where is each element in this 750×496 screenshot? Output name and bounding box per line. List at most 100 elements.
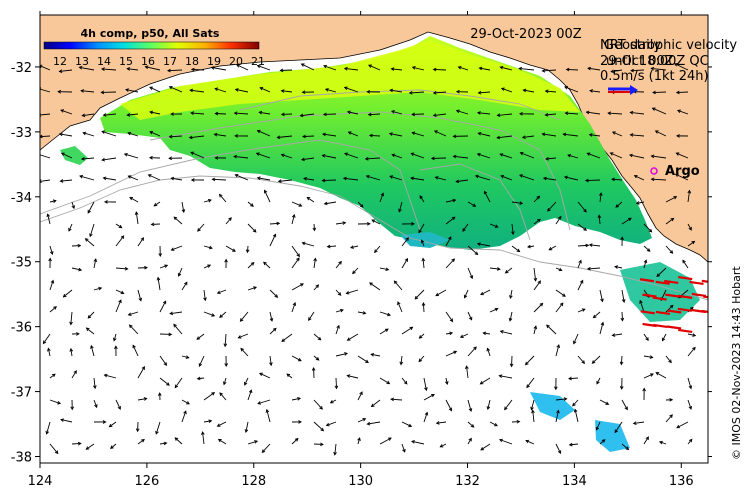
velocity-arrow-head	[627, 217, 632, 222]
velocity-arrow-head	[639, 299, 643, 304]
velocity-arrow-head	[186, 401, 190, 405]
velocity-arrow-head	[296, 257, 300, 262]
velocity-arrow-head	[286, 373, 291, 378]
velocity-arrow	[467, 311, 473, 321]
velocity-arrow	[167, 69, 183, 72]
velocity-arrow	[137, 289, 142, 301]
velocity-arrow-head	[432, 90, 437, 95]
velocity-arrow-head	[476, 242, 481, 246]
velocity-arrow	[132, 345, 139, 357]
velocity-arrow	[313, 223, 315, 231]
velocity-arrow-head	[411, 66, 416, 70]
velocity-arrow-head	[343, 86, 348, 90]
velocity-arrow	[589, 244, 601, 247]
velocity-arrow-head	[414, 295, 419, 300]
velocity-arrow	[87, 311, 95, 319]
velocity-arrow	[269, 311, 273, 322]
velocity-arrow-head	[218, 193, 223, 198]
velocity-arrow-head	[40, 134, 43, 139]
velocity-arrow-head	[624, 406, 628, 411]
velocity-arrow-head	[389, 175, 394, 179]
velocity-arrow-head	[645, 436, 649, 441]
velocity-arrow-head	[118, 299, 122, 304]
velocity-arrow	[85, 238, 95, 247]
velocity-arrow	[59, 133, 73, 137]
velocity-arrow	[401, 326, 413, 335]
velocity-arrow-head	[563, 175, 568, 180]
velocity-arrow-head	[408, 90, 413, 95]
velocity-arrow	[643, 223, 652, 233]
velocity-arrow-head	[256, 64, 261, 69]
velocity-arrow	[489, 421, 498, 427]
velocity-arrow	[263, 261, 271, 269]
velocity-arrow-head	[158, 253, 163, 258]
velocity-arrow	[257, 399, 271, 405]
velocity-arrow	[545, 113, 557, 116]
velocity-arrow-head	[208, 419, 213, 423]
velocity-arrow-head	[183, 410, 187, 415]
velocity-arrow-head	[368, 133, 373, 138]
velocity-arrow-head	[370, 403, 375, 408]
velocity-arrow	[291, 245, 300, 257]
velocity-arrow	[655, 372, 667, 379]
velocity-arrow-head	[211, 177, 216, 182]
velocity-arrow	[291, 438, 299, 445]
velocity-arrow	[475, 175, 491, 181]
velocity-arrow-head	[448, 236, 452, 241]
velocity-arrow-head	[36, 153, 39, 156]
velocity-arrow-head	[78, 267, 83, 272]
velocity-arrow	[40, 135, 51, 138]
velocity-arrow	[392, 154, 403, 159]
velocity-arrow	[244, 377, 249, 386]
velocity-arrow	[219, 194, 227, 203]
velocity-arrow	[217, 421, 227, 427]
velocity-arrow-head	[692, 346, 696, 351]
velocity-arrow	[505, 267, 513, 274]
velocity-arrow	[191, 112, 205, 115]
velocity-arrow	[687, 333, 696, 337]
velocity-arrow	[343, 177, 359, 181]
x-tick-label: 124	[28, 474, 53, 489]
observed-arrow	[639, 278, 655, 283]
velocity-arrow	[115, 223, 122, 229]
velocity-arrow-head	[256, 176, 261, 180]
velocity-arrow-head	[170, 176, 175, 181]
velocity-arrow	[86, 327, 95, 335]
velocity-arrow-head	[224, 363, 229, 367]
velocity-arrow-head	[190, 178, 195, 182]
velocity-arrow-head	[568, 376, 572, 381]
velocity-arrow	[587, 152, 601, 159]
velocity-arrow	[397, 301, 403, 313]
velocity-arrow	[563, 133, 579, 137]
velocity-arrow-head	[94, 404, 98, 409]
velocity-arrow-head	[498, 438, 503, 443]
colorbar-tick-label: 16	[141, 55, 155, 68]
velocity-arrow-head	[601, 439, 606, 443]
velocity-arrow	[335, 309, 344, 313]
velocity-arrow	[509, 311, 513, 321]
velocity-arrow	[555, 398, 567, 401]
x-tick-label: 134	[562, 474, 587, 489]
velocity-arrow-head	[508, 317, 513, 322]
velocity-arrow	[400, 355, 403, 365]
velocity-arrow-head	[214, 111, 219, 116]
legend-line-2: 29-Oct 00Z	[600, 54, 674, 69]
velocity-arrow-head	[68, 227, 72, 232]
velocity-arrow-head	[615, 204, 620, 208]
velocity-arrow-head	[629, 133, 634, 137]
velocity-arrow-head	[52, 199, 57, 204]
velocity-arrow-head	[236, 64, 240, 68]
velocity-arrow-head	[198, 363, 203, 367]
velocity-arrow-head	[411, 131, 416, 136]
velocity-arrow	[656, 267, 667, 277]
velocity-arrow-head	[322, 132, 326, 137]
velocity-arrow	[665, 305, 674, 313]
velocity-arrow	[480, 377, 491, 385]
observed-arrow	[640, 310, 655, 315]
velocity-arrow	[190, 89, 205, 93]
velocity-arrow	[266, 409, 271, 423]
velocity-arrow	[103, 177, 117, 181]
velocity-arrow-head	[143, 397, 148, 401]
velocity-arrow-head	[600, 321, 605, 326]
velocity-arrow	[489, 267, 500, 270]
